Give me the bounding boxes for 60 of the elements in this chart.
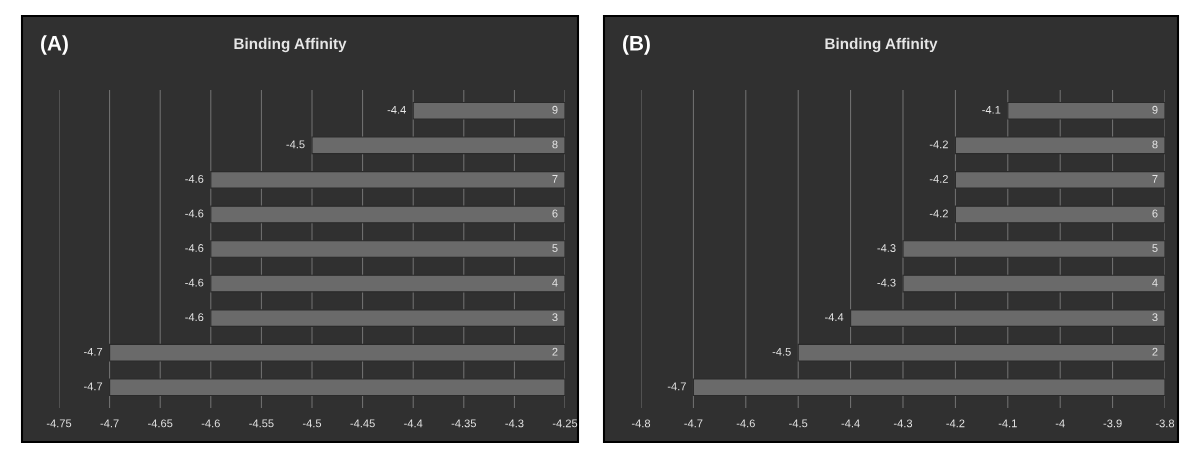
data-label: -4.2 <box>929 209 948 218</box>
data-label: -4.6 <box>185 209 204 218</box>
x-tick-label: -4.4 <box>404 419 423 428</box>
y-tick-label: 5 <box>1152 244 1158 252</box>
x-tick-label: -4.7 <box>684 419 703 428</box>
x-tick-label: -4.3 <box>893 419 913 428</box>
x-tick-label: -4.5 <box>302 419 322 428</box>
x-tick-label: -4.25 <box>552 419 578 428</box>
x-tick-label: -4.7 <box>100 419 119 428</box>
x-tick-label: -4.6 <box>201 419 220 428</box>
x-tick-label: -4.3 <box>505 419 524 428</box>
x-tick-label: -4.5 <box>789 419 808 428</box>
x-tick-label: -4.4 <box>841 419 860 428</box>
y-tick-label: 9 <box>552 105 558 114</box>
y-tick-label: 4 <box>1152 278 1158 287</box>
x-tick-label: -4.75 <box>46 419 72 428</box>
x-tick-label: -4.65 <box>148 419 173 428</box>
y-tick-label: 7 <box>552 175 558 183</box>
x-tick-label: -4.1 <box>998 419 1017 428</box>
y-tick-label: 8 <box>1152 140 1158 149</box>
text: (A) <box>41 35 68 55</box>
data-label: -4.2 <box>929 140 948 149</box>
data-label: -4.4 <box>387 105 406 114</box>
y-tick-label: 6 <box>1152 209 1158 218</box>
x-tick-label: -4.6 <box>736 419 755 428</box>
x-tick-label: -4.45 <box>350 419 375 428</box>
data-label: -4.2 <box>929 174 948 183</box>
data-label: -4.7 <box>667 382 686 391</box>
data-label: -4.7 <box>84 347 103 356</box>
data-label: -4.4 <box>825 313 844 321</box>
data-label: -4.7 <box>84 382 103 391</box>
data-label: -4.1 <box>982 105 1001 114</box>
x-tick-label: -3.8 <box>1155 419 1175 428</box>
y-tick-label: 7 <box>1152 175 1158 183</box>
y-tick-label: 2 <box>1152 347 1158 356</box>
y-tick-label: 3 <box>552 313 558 322</box>
y-tick-label: 9 <box>1152 105 1158 114</box>
chart-title: Binding Affinity <box>825 37 938 53</box>
data-label: -4.6 <box>185 244 204 252</box>
x-tick-label: -4.2 <box>946 419 965 428</box>
data-label: -4.6 <box>185 174 204 183</box>
data-label: -4.5 <box>286 140 305 149</box>
data-label: -4.6 <box>185 278 204 287</box>
x-tick-label: -3.9 <box>1103 419 1122 428</box>
data-label: -4.6 <box>185 313 204 322</box>
y-tick-label: 6 <box>552 209 558 218</box>
y-tick-label: 4 <box>552 278 558 287</box>
y-tick-label: 2 <box>552 347 558 356</box>
x-tick-label: -4.35 <box>451 419 476 428</box>
data-label: -4.3 <box>877 244 896 252</box>
x-tick-label: -4 <box>1055 419 1065 428</box>
chart-title: Binding Affinity <box>234 37 347 53</box>
text: (B) <box>623 35 650 55</box>
x-tick-label: -4.8 <box>631 419 651 428</box>
data-label: -4.3 <box>877 278 896 287</box>
y-tick-label: 8 <box>552 140 558 149</box>
y-tick-label: 5 <box>552 244 558 252</box>
y-tick-label: 3 <box>1152 313 1158 322</box>
x-tick-label: -4.55 <box>249 419 274 428</box>
data-label: -4.5 <box>772 347 791 356</box>
